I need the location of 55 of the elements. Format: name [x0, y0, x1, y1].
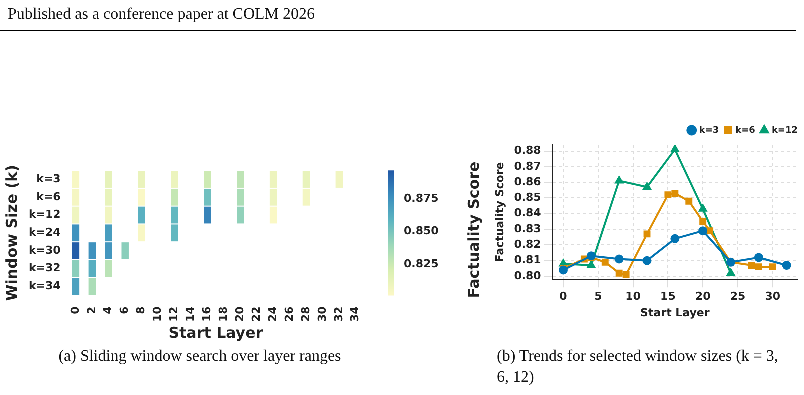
x-tick-label: 30: [316, 306, 329, 322]
x-tick-label: 8: [134, 306, 148, 314]
x-tick-label: 30: [765, 290, 781, 304]
x-tick-label: 22: [250, 306, 263, 322]
x-tick-label: 28: [299, 306, 312, 322]
x-tick-label: 10: [151, 306, 164, 322]
y-tick-label: 0.81: [514, 254, 542, 267]
x-tick-label: 12: [168, 306, 181, 322]
y-tick-label: k=6: [36, 190, 62, 204]
x-tick-label: 20: [233, 306, 246, 322]
x-tick-label: 20: [695, 290, 712, 304]
text: Published as a conference paper at COLM 2026: [8, 5, 316, 25]
y-tick-label: k=34: [28, 280, 62, 293]
x-tick-label: 5: [594, 290, 602, 304]
x-tick-label: 24: [266, 306, 280, 322]
y-tick-label: 0.87: [514, 160, 542, 173]
x-tick-label: 6: [118, 306, 132, 314]
x-tick-label: 10: [626, 290, 642, 304]
x-tick-label: 32: [332, 306, 346, 322]
color-bar-label: 0.850: [404, 224, 440, 238]
x-tick-label: 18: [217, 306, 230, 322]
legend-label: k=6: [736, 126, 756, 136]
x-tick-label: 34: [348, 306, 362, 322]
text: (a) Sliding window search over layer ranges: [58, 347, 342, 367]
y-tick-label: k=24: [28, 226, 62, 240]
x-tick-label: 16: [200, 306, 214, 322]
y-tick-label: 0.85: [514, 191, 542, 204]
x-axis-title: Start Layer: [168, 324, 264, 342]
x-tick-label: 4: [102, 306, 115, 314]
x-tick-label: 26: [282, 306, 296, 322]
y-tick-label: k=12: [28, 208, 61, 222]
y-tick-label: 0.82: [514, 238, 542, 252]
y-tick-label: 0.84: [514, 206, 542, 220]
color-bar-label: 0.875: [404, 192, 439, 206]
x-axis-title: Start Layer: [640, 306, 710, 320]
y-tick-label: k=3: [36, 172, 61, 186]
x-tick-label: 14: [184, 306, 198, 322]
legend-label: k=3: [699, 126, 720, 136]
text: (b) Trends for selected window sizes (k = 3, 6, 12): [497, 347, 780, 388]
x-tick-label: 0: [68, 306, 82, 314]
legend-label: k=12: [772, 126, 798, 136]
y-axis-title: Factuality Score: [493, 162, 506, 262]
color-bar-label: 0.825: [404, 257, 439, 270]
x-tick-label: 2: [85, 306, 98, 314]
y-tick-label: k=30: [28, 244, 62, 257]
color-bar-title: Factuality Score: [464, 160, 484, 300]
y-tick-label: 0.83: [514, 222, 542, 236]
y-tick-label: k=32: [28, 262, 61, 275]
x-tick-label: 25: [730, 290, 746, 304]
x-tick-label: 15: [660, 290, 676, 304]
y-tick-label: 0.80: [514, 269, 542, 282]
x-tick-label: 0: [560, 290, 568, 304]
y-tick-label: 0.86: [514, 175, 542, 188]
y-tick-label: 0.88: [514, 144, 542, 158]
y-axis-title: Window Size (k): [2, 165, 21, 302]
